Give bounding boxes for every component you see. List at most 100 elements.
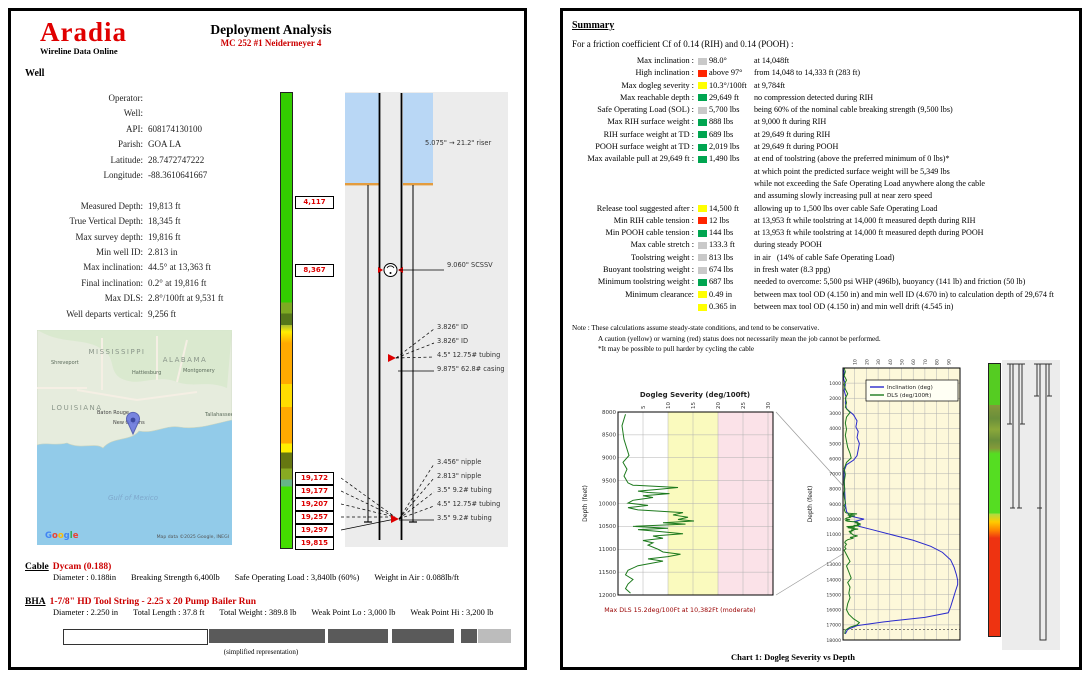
well-info-row: Well departs vertical: 9,256 ft (21, 307, 301, 322)
summary-desc: being 60% of the nominal cable breaking … (754, 105, 953, 115)
status-swatch-green (698, 278, 707, 286)
summary-value: 10.3°/100ft (709, 80, 747, 90)
x-tick-label: 40 (888, 359, 894, 365)
cable-name: Dycam (0.188) (52, 562, 112, 572)
summary-row: Toolstring weight : 813 lbs in air (14% of… (572, 252, 1072, 264)
well-info-label: Operator: (108, 93, 143, 103)
summary-row: Release tool suggested after : 14,500 ft a… (572, 203, 1072, 215)
riser-label: 5.075" → 21.2" riser (425, 139, 492, 147)
component-label: 3.5" 9.2# tubing (437, 486, 492, 494)
toolstring-segment (478, 629, 511, 643)
riser-fluid-right (403, 93, 433, 184)
summary-value: 0.49 in (709, 289, 733, 299)
summary-label: Buoyant toolstring weight : (602, 265, 694, 275)
map-pin[interactable] (126, 411, 140, 436)
x-tick-label: 50 (900, 359, 906, 365)
well-info-row: Operator: (21, 91, 301, 106)
summary-value: 689 lbs (709, 129, 734, 139)
well-info-value: GOA LA (148, 139, 182, 150)
chart-title: Dogleg Severity (deg/100ft) (640, 391, 750, 399)
y-tick-label: 4000 (829, 426, 841, 432)
summary-desc: during steady POOH (754, 240, 822, 250)
summary-desc: in air (14% of cable Safe Operating Load… (754, 252, 895, 262)
scssv-valve-icon (383, 263, 398, 277)
y-tick-label: 11000 (599, 547, 617, 553)
y-tick-label: 10000 (826, 517, 841, 523)
x-tick-label: 10 (853, 359, 859, 365)
map-roads (37, 336, 198, 402)
dls-chart-caption: Max DLS 15.2deg/100Ft at 10,382Ft (moder… (604, 607, 756, 614)
aradia-logo: Aradia (40, 17, 127, 47)
summary-label: Min RIH cable tension : (613, 215, 694, 225)
well-info-row: Final inclination: 0.2° at 19,816 ft (21, 276, 301, 291)
well-info-value: 608174130100 (148, 123, 202, 134)
summary-row: Minimum toolstring weight : 687 lbs needed… (572, 276, 1072, 288)
depth-label: 19,207 (295, 498, 334, 511)
summary-label: Max available pull at 29,649 ft : (587, 154, 694, 164)
summary-label: POOH surface weight at TD : (595, 142, 694, 152)
well-profile-sketch (1002, 360, 1060, 650)
summary-row: Max reachable depth : 29,649 ft no compres… (572, 92, 1072, 104)
summary-value: 98.0° (709, 56, 727, 65)
summary-value: 2,019 lbs (709, 142, 740, 152)
summary-label: Release tool suggested after : (596, 203, 694, 213)
y-tick-label: 12000 (826, 547, 841, 553)
component-label: 3.456" nipple (437, 458, 482, 466)
summary-row: Min RIH cable tension : 12 lbs at 13,953 f… (572, 215, 1072, 227)
summary-label: Minimum clearance: (625, 289, 694, 299)
well-info-row (21, 183, 301, 198)
summary-label: Max RIH surface weight : (607, 117, 694, 127)
component-label: 9.875" 62.8# casing (437, 365, 505, 373)
y-tick-label: 8000 (829, 487, 841, 493)
legend-entry: DLS (deg/100ft) (887, 393, 931, 399)
well-info-value: 2.8°/100ft at 9,531 ft (148, 293, 224, 304)
summary-table: Max inclination : 98.0° at 14,048ft High in… (572, 55, 1072, 313)
summary-desc: at 9,000 ft during RIH (754, 117, 827, 127)
stat-item: Diameter : 0.188in (53, 573, 117, 582)
summary-desc: at 14,048ft (754, 56, 790, 65)
summary-value: 0.365 in (709, 301, 737, 311)
status-swatch-red (698, 217, 707, 225)
y-tick-label: 10000 (599, 501, 617, 507)
summary-row: Max cable stretch : 133.3 ft during steady… (572, 239, 1072, 251)
y-tick-label: 17000 (826, 623, 841, 629)
x-tick-label: 5 (641, 405, 647, 409)
y-tick-label: 16000 (826, 608, 841, 614)
inclination-dls-chart[interactable]: 10 20 30 40 50 60 70 80 90 1000 2000 3000 4000 5000 60… (800, 356, 970, 656)
map-city-label: Hattiesburg (132, 370, 161, 376)
well-info-value: 2.813 in (148, 247, 178, 258)
y-tick-label: 12000 (599, 593, 617, 599)
map-water-label: Gulf of Mexico (108, 494, 158, 502)
map-state-label: MISSISSIPPI (88, 348, 145, 356)
summary-desc: in fresh water (8.3 ppg) (754, 265, 831, 275)
toolstring-segment (328, 629, 388, 643)
severity-bar (988, 363, 1001, 637)
depth-label: 19,257 (295, 511, 334, 524)
bha-name: 1-7/8" HD Tool String - 2.25 x 20 Pump B… (49, 597, 257, 607)
status-swatch-gray (698, 106, 707, 114)
dls-zoom-chart[interactable]: 5 10 15 20 25 30 8000 8500 9000 9500 10000 10500 110… (580, 388, 780, 603)
x-tick-label: 70 (923, 359, 929, 365)
page-title: Deployment Analysis (210, 22, 332, 37)
status-swatch-green (698, 119, 707, 127)
status-swatch-yellow (698, 205, 707, 213)
google-logo: Google (45, 531, 79, 541)
summary-intro: For a friction coefficient Cf of 0.14 (R… (572, 39, 794, 49)
depth-label: 19,815 (295, 537, 334, 550)
well-info-row: Well: (21, 106, 301, 121)
well-info-label: Well: (123, 108, 143, 119)
note-line: *It may be possible to pull harder by cy… (598, 345, 755, 353)
summary-desc: at 9,784ft (754, 80, 786, 90)
note-line: A caution (yellow) or warning (red) stat… (598, 334, 881, 343)
status-swatch-yellow (698, 82, 707, 90)
y-tick-label: 15000 (826, 592, 841, 598)
summary-desc: at end of toolstring (above the preferre… (754, 154, 986, 201)
summary-value: 1,490 lbs (709, 154, 740, 164)
summary-value: 674 lbs (709, 265, 734, 275)
well-info-label: Well departs vertical: (66, 308, 143, 319)
location-map[interactable]: MISSISSIPPI ALABAMA LOUISIANA Shreveport… (37, 330, 232, 545)
component-label: 3.826" ID (437, 323, 469, 331)
summary-value: 813 lbs (709, 252, 734, 262)
summary-label: Minimum toolstring weight : (597, 277, 694, 287)
stat-item: Weak Point Hi : 3,200 lb (410, 608, 494, 617)
